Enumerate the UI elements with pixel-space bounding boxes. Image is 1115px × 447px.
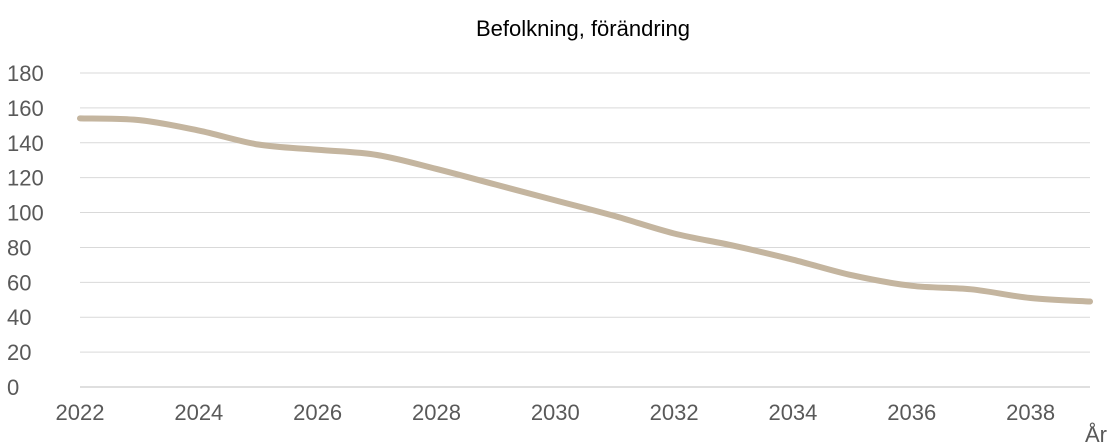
y-tick-label: 160 (7, 96, 44, 121)
x-tick-label: 2024 (174, 400, 223, 425)
x-tick-label: 2022 (56, 400, 105, 425)
y-tick-label: 40 (7, 305, 31, 330)
x-tick-label: 2028 (412, 400, 461, 425)
y-tick-label: 80 (7, 235, 31, 260)
y-tick-label: 120 (7, 166, 44, 191)
y-tick-label: 60 (7, 270, 31, 295)
x-tick-label: 2036 (887, 400, 936, 425)
x-tick-label: 2038 (1006, 400, 1055, 425)
series-layer (77, 115, 1093, 305)
x-tick-label: 2034 (768, 400, 817, 425)
series-line-0 (77, 115, 1093, 305)
y-tick-label: 20 (7, 340, 31, 365)
y-tick-label: 140 (7, 131, 44, 156)
x-axis-ticks: 2022 2024 2026 2028 2030 2032 2034 2036 2038 (56, 400, 1056, 425)
x-tick-label: 2032 (650, 400, 699, 425)
x-tick-label: 2030 (531, 400, 580, 425)
gridlines (80, 72, 1090, 388)
chart-title: Befolkning, förändring (476, 16, 690, 41)
x-axis-label: År (1085, 422, 1107, 447)
y-tick-label: 180 (7, 61, 44, 86)
x-tick-label: 2026 (293, 400, 342, 425)
y-tick-label: 100 (7, 201, 44, 226)
y-tick-label: 0 (7, 375, 19, 400)
y-axis-ticks: 0 20 40 60 80 100 120 140 160 180 (7, 61, 44, 400)
